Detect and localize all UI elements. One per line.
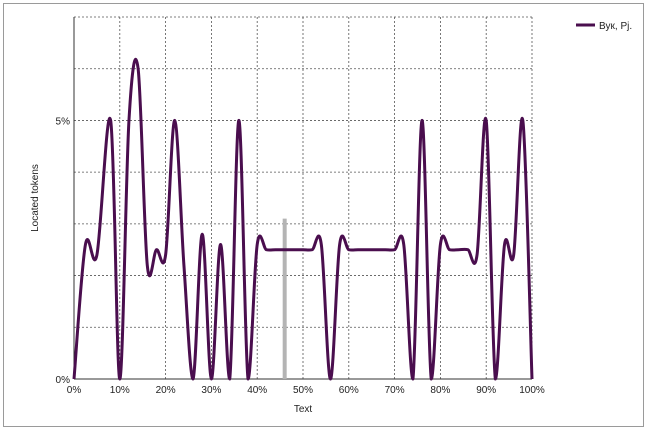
x-tick-label: 50% [293,385,313,396]
x-tick-label: 10% [110,385,130,396]
x-tick-label: 0% [67,385,82,396]
x-axis-label: Text [294,404,313,415]
y-tick-label: 5% [56,116,71,127]
x-tick-label: 40% [247,385,267,396]
legend-label: Вук, Рј. [599,21,632,32]
x-tick-label: 70% [385,385,405,396]
axes [73,17,532,380]
chart-frame: 0% 10% 20% 30% 40% 50% 60% 70% 80% 90% 100% 0% 5% T… [3,3,644,427]
y-tick-label: 0% [56,375,71,386]
line-chart: 0% 10% 20% 30% 40% 50% 60% 70% 80% 90% 100% 0% 5% T… [30,16,632,415]
x-tick-label: 100% [519,385,545,396]
x-tick-label: 90% [476,385,496,396]
x-tick-label: 60% [339,385,359,396]
legend: Вук, Рј. [576,21,632,32]
y-axis-label: Located tokens [30,164,41,232]
x-tick-label: 30% [201,385,221,396]
x-tick-label: 20% [156,385,176,396]
y-tick-labels: 0% 5% [56,116,71,386]
series-lines [72,57,534,381]
x-tick-labels: 0% 10% 20% 30% 40% 50% 60% 70% 80% 90% 100% [67,385,545,396]
x-tick-label: 80% [430,385,450,396]
series-line-0 [72,57,534,381]
